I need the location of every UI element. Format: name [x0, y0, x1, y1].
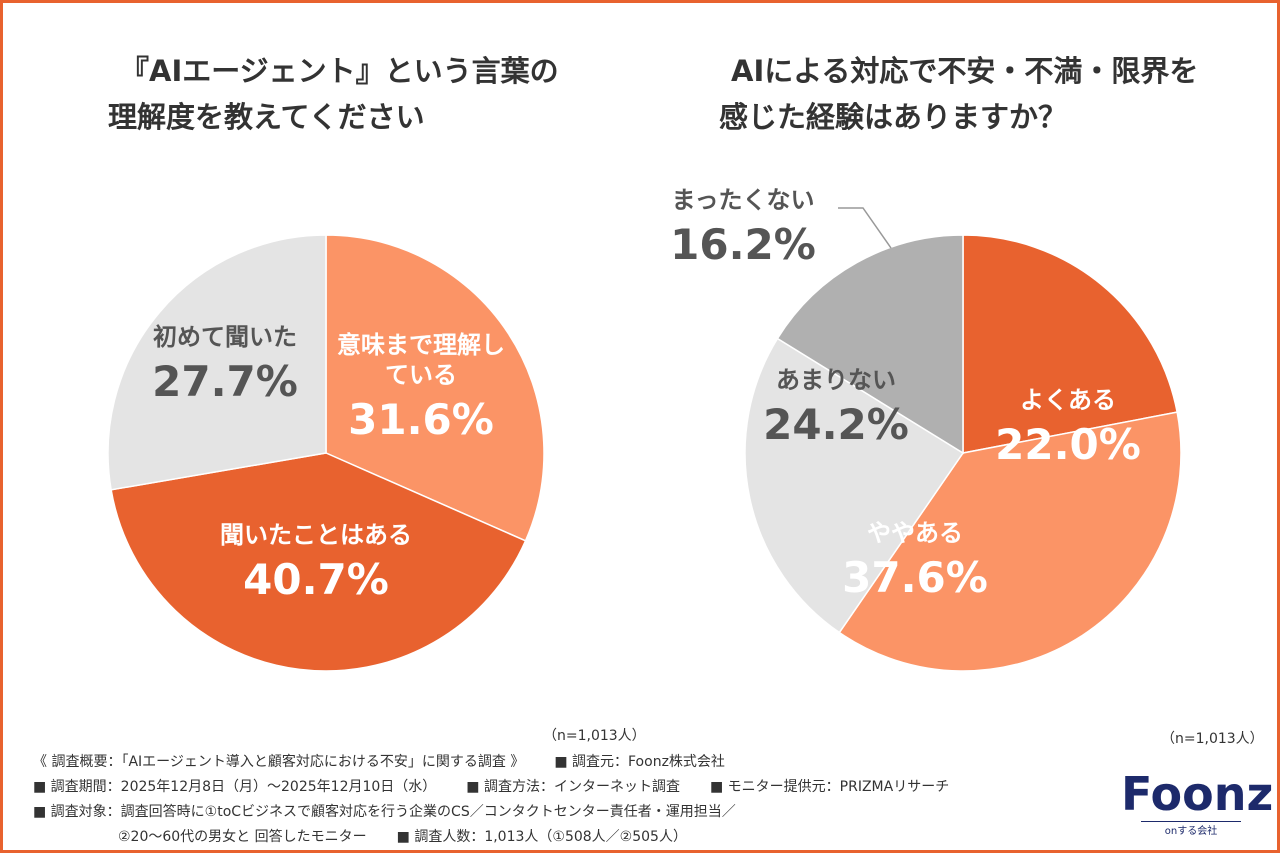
pie-slice [110, 452, 527, 672]
slice-name: ややある [867, 518, 963, 547]
slice-name: まったくない [671, 185, 815, 214]
slice-value: 27.7% [152, 356, 298, 406]
logo: Foonz onする会社 [1121, 767, 1274, 837]
logo-tagline: onする会社 [1141, 821, 1241, 837]
pie-canvas [107, 207, 1182, 672]
footer-item: ■ 調査対象：調査回答時に①toCビジネスで顧客対応を行う企業のCS／コンタクト… [33, 804, 736, 820]
slice-label: 聞いたことはある 40.7% [208, 520, 424, 607]
slice-label: 意味まで理解している 31.6% [337, 330, 505, 447]
title-line: 理解度を教えてください [108, 100, 425, 134]
slice-value: 22.0% [995, 419, 1141, 469]
footer-item: ■ 調査方法：インターネット調査 [466, 779, 680, 795]
slice-value: 31.6% [348, 394, 494, 444]
chart-title: 『AIエージェント』という言葉の理解度を教えてください [108, 48, 559, 140]
slice-name: 聞いたことはある [220, 520, 412, 549]
slice-label: まったくない 16.2% [659, 185, 827, 272]
slice-value: 24.2% [763, 399, 909, 449]
slice-value: 40.7% [243, 554, 389, 604]
pie-slice [325, 234, 545, 542]
footer-item: ②20～60代の男女と 回答したモニター [118, 829, 367, 845]
title-line: 感じた経験はありますか？ [719, 100, 1068, 134]
chart-title: AIによる対応で不安・不満・限界を感じた経験はありますか？ [719, 48, 1198, 140]
slice-label: ややある 37.6% [831, 518, 999, 605]
pie-slice [962, 234, 1179, 454]
pie-slice [744, 337, 965, 634]
footer-line: ②20～60代の男女と 回答したモニター ■ 調査人数：1,013人（①508人／… [118, 826, 717, 846]
leader-line [838, 207, 892, 249]
footer-item: ■ モニター提供元：PRIZMAリサーチ [709, 779, 950, 795]
pie-slice [107, 234, 327, 491]
slice-label: よくある 22.0% [984, 385, 1152, 472]
footer-item: ■ 調査期間：2025年12月8日（月）～2025年12月10日（水） [33, 779, 437, 795]
footer-item: ■ 調査人数：1,013人（①508人／②505人） [396, 829, 687, 845]
sample-note: （n=1,013人） [1161, 731, 1264, 747]
slice-label: あまりない 24.2% [752, 365, 920, 452]
title-line: AIによる対応で不安・不満・限界を [731, 54, 1199, 88]
slice-name: 意味まで理解している [337, 330, 505, 389]
slice-name: よくある [1020, 385, 1116, 414]
slice-name: 初めて聞いた [153, 322, 297, 351]
pie-slice [776, 234, 964, 455]
slice-name: あまりない [776, 365, 896, 394]
sample-note: （n=1,013人） [543, 728, 646, 744]
footer-item: ■ 調査元：Foonz株式会社 [554, 754, 725, 770]
slice-label: 初めて聞いた 27.7% [141, 322, 309, 409]
footer-line: ■ 調査対象：調査回答時に①toCビジネスで顧客対応を行う企業のCS／コンタクト… [33, 801, 766, 821]
footer-line: ■ 調査期間：2025年12月8日（月）～2025年12月10日（水） ■ 調査方… [33, 776, 979, 796]
slice-value: 37.6% [842, 552, 988, 602]
title-line: 『AIエージェント』という言葉の [120, 54, 559, 88]
logo-name: Foonz [1121, 767, 1274, 821]
footer-line: 《 調査概要：「AIエージェント導入と顧客対応における不安」に関する調査 》 ■ … [33, 751, 755, 771]
pie-slice [838, 411, 1182, 672]
slice-value: 16.2% [670, 219, 816, 269]
footer-item: 《 調査概要：「AIエージェント導入と顧客対応における不安」に関する調査 》 [33, 754, 525, 770]
